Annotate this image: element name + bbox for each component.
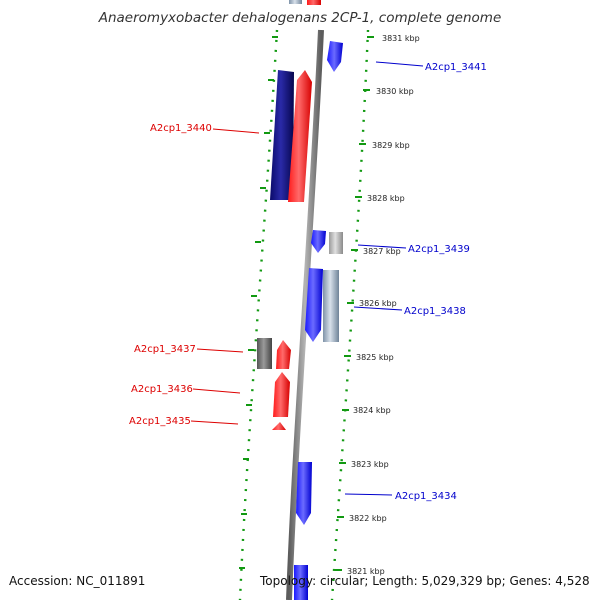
outer-dotted-ring — [330, 29, 370, 600]
gene-feature-bottom-blue — [294, 565, 308, 600]
gene-feature-3436 — [273, 372, 290, 417]
gene-feature-3438 — [305, 268, 323, 342]
gene-feature-3440 — [270, 70, 294, 200]
accession-text: Accession: NC_011891 — [9, 574, 146, 588]
gene-feature-top-red — [307, 0, 321, 5]
genome-summary-text: Topology: circular; Length: 5,029,329 bp… — [260, 574, 590, 588]
gene-feature-3435 — [272, 422, 286, 430]
gene-feature-3437-gray — [257, 338, 272, 369]
tick-label: 3825 kbp — [356, 353, 394, 362]
gene-feature-3439 — [311, 230, 326, 253]
tick-label: 3831 kbp — [382, 34, 420, 43]
map-title: Anaeromyxobacter dehalogenans 2CP-1, com… — [98, 10, 502, 26]
gene-label-3441[interactable]: A2cp1_3441 — [425, 62, 487, 73]
gene-labels: A2cp1_3441 A2cp1_3440 A2cp1_3439 A2cp1_3… — [129, 62, 487, 502]
gene-feature-3441 — [327, 41, 343, 72]
gene-label-3435[interactable]: A2cp1_3435 — [129, 416, 191, 427]
tick-label: 3821 kbp — [347, 567, 385, 576]
tick-label: 3829 kbp — [372, 141, 410, 150]
gene-feature-3434 — [296, 462, 312, 525]
tick-label: 3822 kbp — [349, 514, 387, 523]
tick-label: 3824 kbp — [353, 406, 391, 415]
tick-label: 3828 kbp — [367, 194, 405, 203]
scale-tick-labels: 3831 kbp 3830 kbp 3829 kbp 3828 kbp 3827… — [347, 34, 420, 576]
gene-label-3439[interactable]: A2cp1_3439 — [408, 244, 470, 255]
gene-feature-3437 — [276, 340, 291, 369]
inner-dotted-ring — [238, 29, 279, 600]
tick-label: 3830 kbp — [376, 87, 414, 96]
label-leader-lines — [190, 61, 424, 496]
genome-backbone — [286, 29, 324, 600]
gene-label-3440[interactable]: A2cp1_3440 — [150, 123, 212, 134]
gene-label-3438[interactable]: A2cp1_3438 — [404, 306, 466, 317]
gene-feature-top-gray — [289, 0, 302, 4]
tick-label: 3823 kbp — [351, 460, 389, 469]
inner-tick-marks — [239, 36, 278, 569]
tick-label: 3827 kbp — [363, 247, 401, 256]
gene-label-3436[interactable]: A2cp1_3436 — [131, 384, 193, 395]
gene-label-3434[interactable]: A2cp1_3434 — [395, 491, 457, 502]
outer-tick-marks — [335, 36, 374, 571]
tick-label: 3826 kbp — [359, 299, 397, 308]
gene-feature-3438-steel — [323, 270, 339, 342]
gene-feature-3440-red — [288, 70, 312, 202]
gene-feature-3439-gray — [329, 232, 343, 254]
gene-label-3437[interactable]: A2cp1_3437 — [134, 344, 196, 355]
